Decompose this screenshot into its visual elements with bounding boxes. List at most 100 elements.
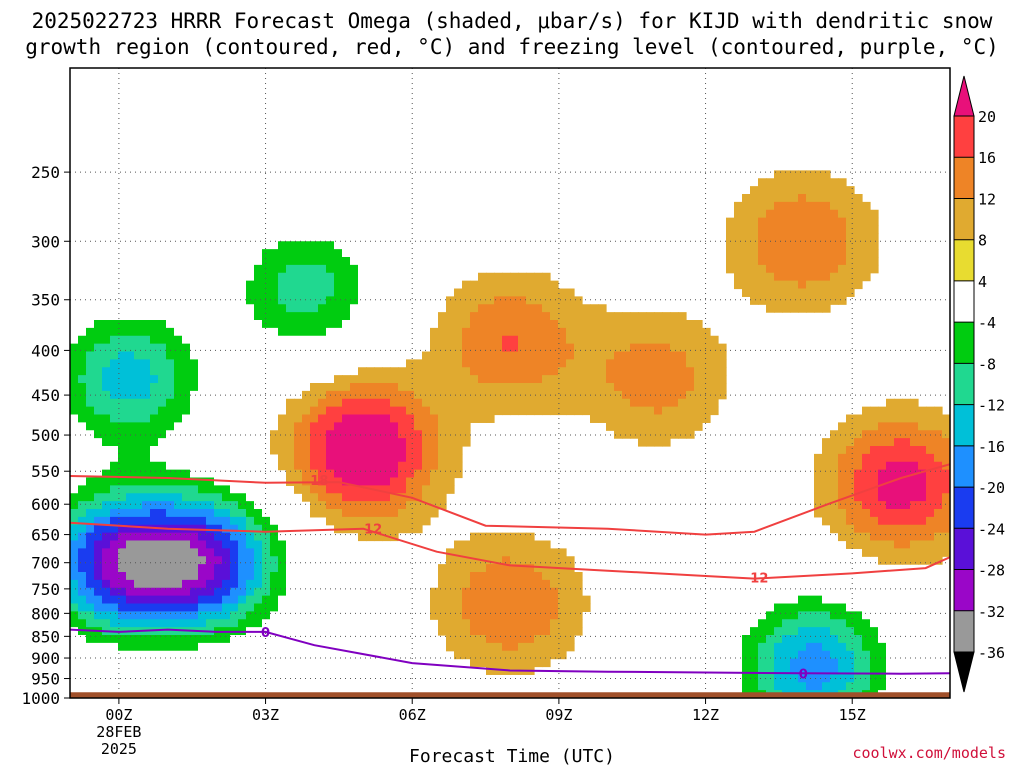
omega-cell <box>150 461 159 471</box>
omega-cell <box>510 642 519 652</box>
omega-cell <box>110 556 119 565</box>
omega-cell <box>294 469 303 479</box>
omega-cell <box>286 461 295 471</box>
omega-cell <box>302 446 311 455</box>
omega-cell <box>182 304 191 313</box>
omega-cell <box>814 186 823 195</box>
omega-cell <box>94 469 103 479</box>
omega-cell <box>134 658 143 668</box>
omega-cell <box>574 390 583 400</box>
omega-cell <box>878 477 887 486</box>
omega-cell <box>302 217 311 227</box>
omega-cell <box>862 201 871 211</box>
omega-cell <box>654 390 663 400</box>
omega-cell <box>566 304 575 313</box>
omega-cell <box>734 225 743 234</box>
omega-cell <box>758 642 767 652</box>
omega-cell <box>102 383 111 392</box>
omega-cell <box>582 398 591 408</box>
omega-cell <box>518 280 527 290</box>
omega-cell <box>142 635 151 644</box>
omega-cell <box>166 587 175 597</box>
omega-cell <box>78 619 87 628</box>
omega-cell <box>470 327 479 337</box>
omega-cell <box>454 540 463 549</box>
omega-cell <box>342 406 351 416</box>
omega-cell <box>158 603 167 612</box>
omega-cell <box>542 390 551 400</box>
omega-cell <box>142 414 151 423</box>
omega-cell <box>358 469 367 479</box>
omega-cell <box>342 501 351 510</box>
omega-cell <box>102 304 111 313</box>
omega-cell <box>510 406 519 416</box>
omega-cell <box>150 438 159 447</box>
omega-cell <box>518 398 527 408</box>
omega-cell <box>526 327 535 337</box>
omega-cell <box>374 296 383 305</box>
omega-cell <box>118 390 127 400</box>
omega-cell <box>670 320 679 329</box>
omega-cell <box>902 485 911 494</box>
credit-link[interactable]: coolwx.com/models <box>852 744 1006 762</box>
omega-cell <box>838 201 847 211</box>
omega-cell <box>110 501 119 510</box>
omega-cell <box>174 453 183 463</box>
omega-cell <box>94 579 103 589</box>
omega-cell <box>334 501 343 510</box>
omega-cell <box>942 493 950 502</box>
omega-cell <box>214 556 223 565</box>
omega-cell <box>854 241 863 250</box>
omega-cell <box>478 398 487 408</box>
omega-cell <box>438 406 447 416</box>
omega-cell <box>486 556 495 565</box>
omega-cell <box>846 186 855 195</box>
colorbar-segment <box>954 157 974 199</box>
omega-cell <box>174 611 183 620</box>
omega-cell <box>494 304 503 313</box>
title-line-2: growth region (contoured, red, °C) and f… <box>25 35 999 59</box>
omega-cell <box>222 485 231 494</box>
omega-cell <box>126 477 135 486</box>
omega-cell <box>214 359 223 368</box>
omega-cell <box>310 225 319 234</box>
omega-cell <box>790 288 799 297</box>
omega-cell <box>838 509 847 518</box>
omega-cell <box>846 516 855 526</box>
omega-cell <box>822 288 831 297</box>
omega-cell <box>270 619 279 628</box>
omega-cell <box>182 579 191 589</box>
omega-cell <box>302 390 311 400</box>
omega-cell <box>414 375 423 384</box>
omega-cell <box>198 414 207 423</box>
omega-cell <box>150 359 159 368</box>
omega-cell <box>462 312 471 321</box>
omega-cell <box>758 658 767 668</box>
omega-cell <box>214 650 223 660</box>
omega-cell <box>102 642 111 652</box>
omega-cell <box>254 635 263 644</box>
omega-cell <box>654 398 663 408</box>
omega-cell <box>206 603 215 612</box>
omega-cell <box>894 430 903 439</box>
omega-cell <box>470 320 479 329</box>
omega-cell <box>646 406 655 416</box>
omega-cell <box>510 327 519 337</box>
omega-cell <box>854 194 863 203</box>
omega-cell <box>318 446 327 455</box>
omega-cell <box>846 461 855 471</box>
omega-cell <box>150 453 159 463</box>
omega-cell <box>870 430 879 439</box>
omega-cell <box>94 296 103 305</box>
omega-cell <box>446 579 455 589</box>
omega-cell <box>942 509 950 518</box>
omega-cell <box>502 650 511 660</box>
omega-cell <box>502 406 511 416</box>
omega-cell <box>814 595 823 605</box>
omega-cell <box>142 556 151 565</box>
omega-cell <box>334 304 343 313</box>
omega-cell <box>630 422 639 431</box>
omega-cell <box>94 351 103 360</box>
omega-cell <box>622 430 631 439</box>
omega-cell <box>902 493 911 502</box>
